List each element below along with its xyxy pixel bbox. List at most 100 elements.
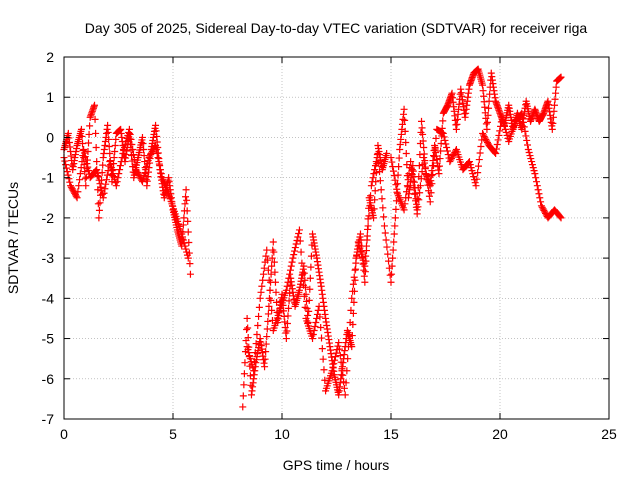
data-point <box>358 250 366 258</box>
data-point <box>370 205 378 213</box>
data-point <box>81 153 89 161</box>
data-point <box>483 118 491 126</box>
data-point <box>253 331 261 339</box>
data-point <box>154 154 162 162</box>
y-tick-label: -6 <box>42 371 55 387</box>
data-point <box>541 208 549 216</box>
data-point <box>256 294 264 302</box>
data-point <box>181 200 189 208</box>
y-tick-label: 1 <box>46 89 54 105</box>
data-point <box>252 340 260 348</box>
data-point <box>330 360 338 368</box>
data-point <box>263 246 271 254</box>
data-point <box>62 161 70 169</box>
data-point <box>551 101 558 109</box>
data-point <box>240 370 248 378</box>
data-point <box>295 226 303 234</box>
data-point <box>552 89 560 97</box>
data-point <box>320 366 328 374</box>
data-point <box>428 180 436 188</box>
data-point <box>389 167 397 175</box>
data-point <box>340 384 348 392</box>
data-point <box>307 252 315 260</box>
data-point <box>317 323 325 331</box>
data-point <box>127 135 135 143</box>
data-point <box>360 272 368 280</box>
data-point <box>243 343 251 351</box>
data-point <box>420 144 428 151</box>
data-point <box>250 358 258 366</box>
data-point <box>111 141 119 149</box>
data-point <box>283 327 291 335</box>
data-point <box>364 222 372 230</box>
data-point <box>431 144 439 151</box>
data-point <box>358 253 366 261</box>
data-point <box>102 180 110 188</box>
data-point <box>483 137 491 145</box>
y-tick-label: -3 <box>42 250 55 266</box>
data-point <box>313 314 321 322</box>
data-point <box>479 129 487 137</box>
data-point <box>134 169 142 177</box>
data-point <box>335 339 343 347</box>
data-point <box>255 303 263 311</box>
data-point <box>371 162 379 170</box>
data-point <box>416 189 424 197</box>
data-point <box>74 188 82 196</box>
data-point <box>364 215 372 223</box>
data-point <box>129 146 137 154</box>
data-point <box>91 115 99 123</box>
data-point <box>499 116 507 124</box>
data-point <box>447 155 455 163</box>
data-point <box>429 171 437 179</box>
data-point <box>71 189 79 197</box>
data-point <box>239 403 247 411</box>
data-point <box>469 170 477 178</box>
data-point <box>403 182 411 190</box>
data-point <box>384 250 392 258</box>
data-point <box>387 154 395 162</box>
data-point <box>400 105 408 113</box>
data-point <box>524 146 532 154</box>
data-point <box>126 130 134 138</box>
data-point <box>479 131 487 139</box>
data-point <box>68 185 76 193</box>
data-point <box>415 162 423 170</box>
data-point <box>269 238 277 246</box>
data-point <box>291 247 299 255</box>
data-point <box>482 135 490 143</box>
data-point <box>501 122 509 130</box>
data-point <box>290 251 298 259</box>
data-point <box>402 138 410 146</box>
data-point <box>538 203 546 211</box>
data-point <box>356 230 364 238</box>
data-point <box>286 270 294 278</box>
data-point <box>374 150 382 158</box>
data-point <box>118 154 126 162</box>
data-point <box>183 251 191 259</box>
data-point <box>297 248 305 256</box>
data-point <box>492 145 500 153</box>
data-point <box>113 178 121 186</box>
y-tick-label: -2 <box>42 210 55 226</box>
data-point <box>436 162 444 170</box>
data-point <box>549 119 557 127</box>
data-point <box>349 280 357 288</box>
data-point <box>285 297 293 305</box>
data-point <box>383 243 391 251</box>
data-point <box>473 175 481 183</box>
data-point <box>95 206 103 214</box>
chart-title: Day 305 of 2025, Sidereal Day-to-day VTE… <box>85 20 588 36</box>
data-point <box>391 176 399 184</box>
data-point <box>328 367 336 375</box>
data-point <box>112 179 120 187</box>
data-point <box>418 124 426 132</box>
data-point <box>270 258 278 266</box>
data-point <box>284 278 292 286</box>
data-point <box>371 187 379 195</box>
data-point <box>131 161 139 169</box>
data-point <box>136 173 144 181</box>
data-point <box>336 352 344 360</box>
data-point <box>283 282 291 290</box>
data-point <box>526 152 534 160</box>
